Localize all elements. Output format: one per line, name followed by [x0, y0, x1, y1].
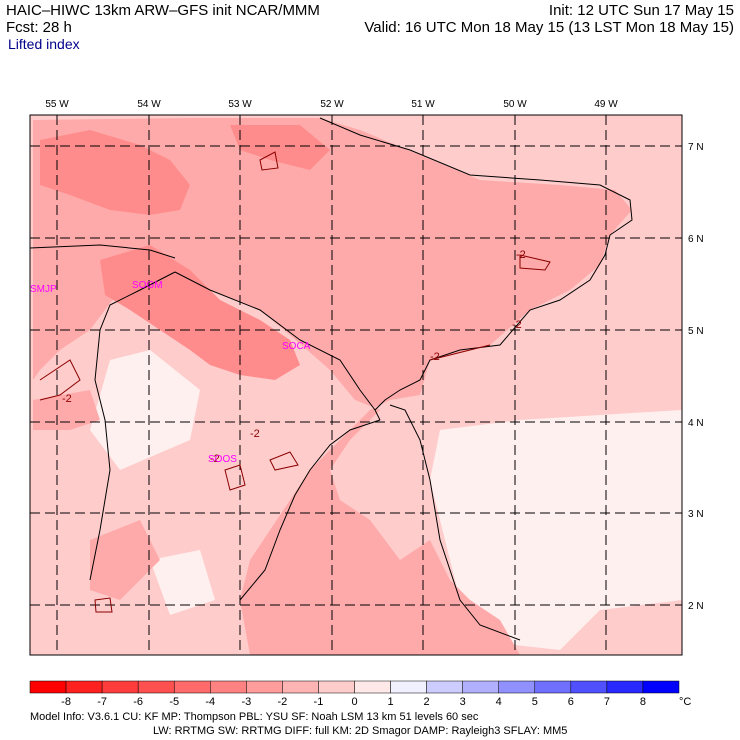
- model-title: HAIC–HIWC 13km ARW–GFS init NCAR/MMM: [6, 2, 320, 19]
- station-label-soos: SOOS: [208, 454, 237, 465]
- colorbar-swatch: [318, 680, 355, 694]
- colorbar-swatch: [462, 680, 499, 694]
- colorbar-tick-label: -3: [241, 696, 251, 708]
- contour-label: -2: [210, 453, 220, 465]
- graticule: [30, 115, 682, 655]
- shading-very-light-3: [150, 550, 215, 615]
- colorbar-swatch: [29, 680, 67, 694]
- coastline: [29, 117, 633, 641]
- colorbar-tick-label: -2: [277, 696, 287, 708]
- colorbar-tick-label: 4: [496, 696, 502, 708]
- colorbar-tick-label: -5: [169, 696, 179, 708]
- colorbar-unit: °C: [679, 696, 691, 708]
- lat-labels: 7 N 6 N 5 N 4 N 3 N 2 N: [688, 142, 704, 612]
- colorbar-swatch: [65, 680, 103, 694]
- colorbar: [29, 680, 680, 694]
- colorbar-swatch: [354, 680, 391, 694]
- colorbar-swatch: [390, 680, 427, 694]
- colorbar-tick-label: 2: [424, 696, 430, 708]
- shading-very-light: [430, 410, 682, 650]
- field-name: Lifted index: [8, 36, 80, 52]
- colorbar-tick-label: -8: [61, 696, 71, 708]
- lon-label: 55 W: [45, 99, 69, 110]
- contour-label: -2: [516, 249, 526, 261]
- lon-label: 52 W: [320, 99, 344, 110]
- contour-label: -2: [250, 428, 260, 440]
- lon-labels: 55 W 54 W 53 W 52 W 51 W 50 W 49 W: [45, 99, 618, 110]
- shading-dark-central: [100, 245, 300, 380]
- colorbar-swatch: [498, 680, 536, 694]
- station-label-soca: SOCA: [282, 341, 311, 352]
- colorbar-ticks: -8 -7 -6 -5 -4 -3 -2 -1 0 1 2 3 4 5 6 7 8: [61, 696, 646, 708]
- contour-label: -2: [62, 393, 72, 405]
- lon-label: 53 W: [228, 99, 252, 110]
- model-info-line1: Model Info: V3.6.1 CU: KF MP: Thompson P…: [30, 711, 479, 723]
- colorbar-swatch: [173, 680, 211, 694]
- lon-label: 50 W: [503, 99, 527, 110]
- contour-label: -2: [430, 351, 440, 363]
- lon-label: 54 W: [137, 99, 161, 110]
- shading-medium-lowerleft: [90, 520, 160, 600]
- lon-label: 49 W: [594, 99, 618, 110]
- lon-label: 51 W: [411, 99, 435, 110]
- colorbar-tick-label: 0: [351, 696, 357, 708]
- station-label-smjp: SMJP: [30, 284, 57, 295]
- colorbar-swatch: [570, 680, 608, 694]
- contours: [39, 151, 551, 613]
- colorbar-tick-label: 5: [532, 696, 538, 708]
- shading-medium-sw: [33, 390, 100, 430]
- colorbar-swatch: [642, 680, 680, 694]
- colorbar-tick-label: 1: [387, 696, 393, 708]
- colorbar-swatch: [137, 680, 175, 694]
- lat-label: 6 N: [688, 234, 704, 245]
- colorbar-swatch: [534, 680, 572, 694]
- plot-frame: [29, 114, 683, 656]
- shading-very-light-2: [90, 350, 200, 470]
- valid-time: Valid: 16 UTC Mon 18 May 15 (13 LST Mon …: [364, 19, 734, 36]
- lat-label: 2 N: [688, 601, 704, 612]
- colorbar-tick-label: -7: [97, 696, 107, 708]
- forecast-hour: Fcst: 28 h: [6, 19, 72, 36]
- model-info-line2: LW: RRTMG SW: RRTMG DIFF: full KM: 2D Sm…: [153, 725, 568, 737]
- colorbar-tick-label: -6: [133, 696, 143, 708]
- station-label-sogm: SOGM: [132, 280, 163, 291]
- colorbar-swatch: [246, 680, 283, 694]
- colorbar-swatch: [426, 680, 463, 694]
- colorbar-tick-label: 6: [568, 696, 574, 708]
- init-time: Init: 12 UTC Sun 17 May 15: [548, 2, 734, 19]
- shading-medium: [33, 118, 632, 655]
- colorbar-tick-label: -4: [205, 696, 215, 708]
- lat-label: 4 N: [688, 418, 704, 429]
- shading-dark-ne: [230, 125, 330, 170]
- colorbar-tick-label: -1: [314, 696, 324, 708]
- colorbar-swatch: [210, 680, 247, 694]
- lat-label: 3 N: [688, 509, 704, 520]
- contour-label: -2: [512, 319, 522, 331]
- colorbar-swatch: [101, 680, 139, 694]
- contour-label-group: -2 -2 -2 -2 -2 -2: [62, 249, 526, 465]
- colorbar-swatch: [282, 680, 319, 694]
- station-group: SMJP SOGM SOCA SOOS: [30, 280, 311, 465]
- lat-label: 5 N: [688, 326, 704, 337]
- shading-dark-north: [40, 130, 190, 215]
- colorbar-tick-label: 3: [460, 696, 466, 708]
- lat-label: 7 N: [688, 142, 704, 153]
- colorbar-tick-label: 8: [640, 696, 646, 708]
- colorbar-swatch: [606, 680, 644, 694]
- colorbar-tick-label: 7: [604, 696, 610, 708]
